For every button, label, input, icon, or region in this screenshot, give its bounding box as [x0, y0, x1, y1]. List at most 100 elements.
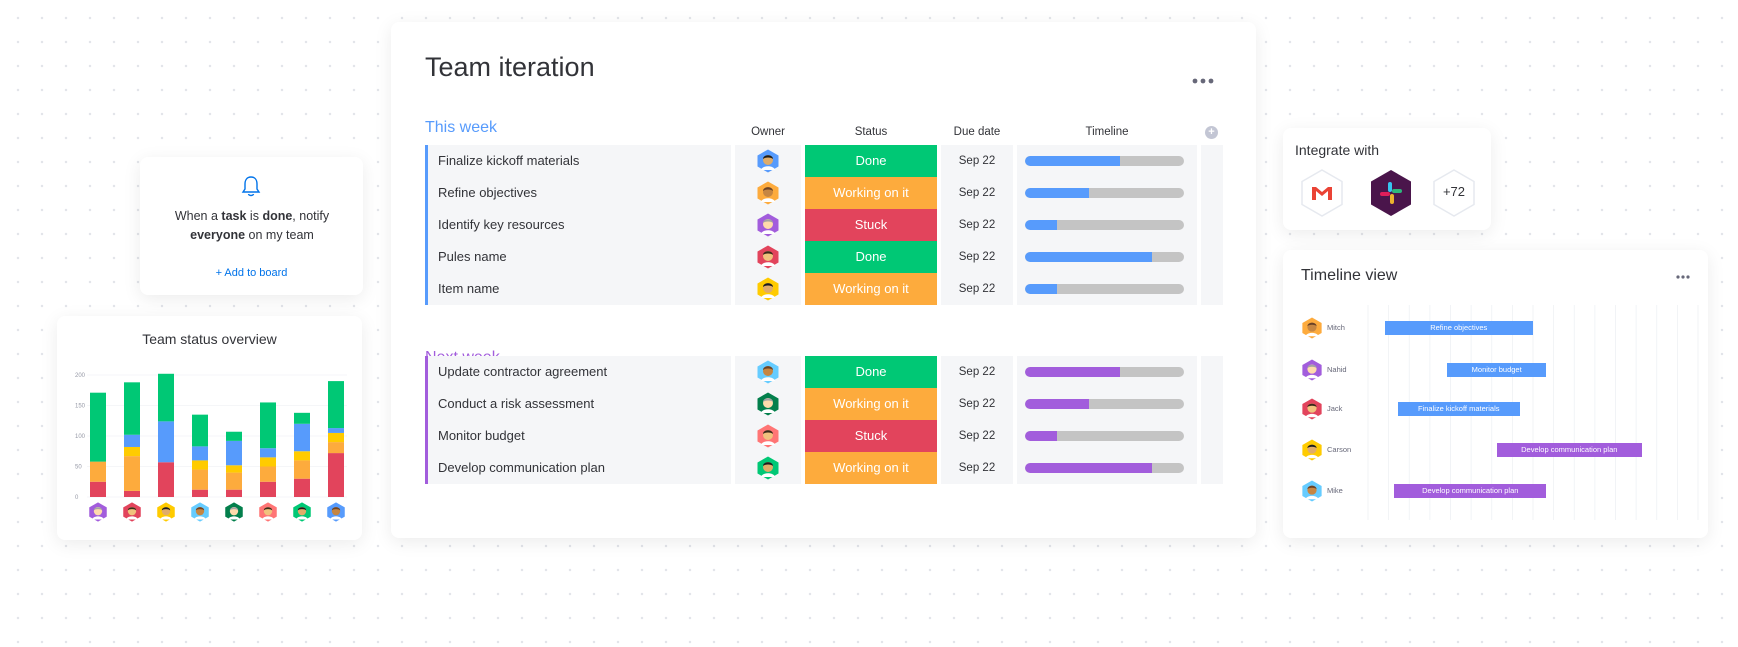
- table-row[interactable]: Update contractor agreement Done Sep 22: [425, 356, 1223, 388]
- gmail-icon[interactable]: [1299, 168, 1345, 218]
- table-row[interactable]: Finalize kickoff materials Done Sep 22: [425, 145, 1223, 177]
- timeline-task-bar[interactable]: Monitor budget: [1447, 363, 1547, 377]
- avatar: [756, 392, 780, 416]
- status-label[interactable]: Stuck: [805, 209, 937, 241]
- bar-segment: [124, 456, 140, 491]
- group-color-bar: [425, 145, 428, 177]
- avatar: [756, 277, 780, 301]
- due-date-cell[interactable]: Sep 22: [941, 241, 1013, 273]
- timeline-task-bar[interactable]: Develop communication plan: [1496, 443, 1642, 457]
- bar-segment: [294, 451, 310, 461]
- due-date-cell[interactable]: Sep 22: [941, 452, 1013, 484]
- more-integrations-badge[interactable]: +72: [1431, 168, 1477, 218]
- owner-cell[interactable]: [735, 356, 801, 388]
- group-color-bar: [425, 273, 428, 305]
- owner-cell[interactable]: [735, 452, 801, 484]
- status-label[interactable]: Working on it: [805, 177, 937, 209]
- avatar: [1301, 398, 1323, 425]
- due-date-cell[interactable]: Sep 22: [941, 356, 1013, 388]
- timeline-fill: [1025, 284, 1057, 294]
- due-date-cell[interactable]: Sep 22: [941, 388, 1013, 420]
- person-name: Mitch: [1327, 323, 1345, 332]
- item-name-cell[interactable]: Update contractor agreement: [425, 356, 731, 388]
- group-color-bar: [425, 356, 428, 388]
- status-label[interactable]: Done: [805, 145, 937, 177]
- bar-segment: [226, 440, 242, 466]
- item-name-cell[interactable]: Finalize kickoff materials: [425, 145, 731, 177]
- status-label[interactable]: Working on it: [805, 452, 937, 484]
- owner-cell[interactable]: [735, 273, 801, 305]
- row-end-cell: [1201, 388, 1223, 420]
- status-label[interactable]: Done: [805, 356, 937, 388]
- table-row[interactable]: Item name Working on it Sep 22: [425, 273, 1223, 305]
- bar-segment: [192, 446, 208, 461]
- row-end-cell: [1201, 241, 1223, 273]
- item-name-cell[interactable]: Pules name: [425, 241, 731, 273]
- table-row[interactable]: Conduct a risk assessment Working on it Se…: [425, 388, 1223, 420]
- timeline-cell[interactable]: [1017, 241, 1197, 273]
- table-row[interactable]: Identify key resources Stuck Sep 22: [425, 209, 1223, 241]
- add-to-board-link[interactable]: + Add to board: [215, 267, 288, 279]
- item-name-cell[interactable]: Refine objectives: [425, 177, 731, 209]
- due-date-cell[interactable]: Sep 22: [941, 420, 1013, 452]
- timeline-cell[interactable]: [1017, 177, 1197, 209]
- table-row[interactable]: Develop communication plan Working on it S…: [425, 452, 1223, 484]
- team-status-title: Team status overview: [142, 331, 277, 347]
- timeline-cell[interactable]: [1017, 273, 1197, 305]
- timeline-fill: [1025, 431, 1057, 441]
- table-row[interactable]: Refine objectives Working on it Sep 22: [425, 177, 1223, 209]
- y-tick-label: 50: [75, 465, 82, 471]
- automation-message: When a task is done, notify everyone on m…: [174, 209, 330, 242]
- owner-cell[interactable]: [735, 145, 801, 177]
- more-options-icon[interactable]: [1675, 274, 1691, 280]
- timeline-cell[interactable]: [1017, 356, 1197, 388]
- item-name-cell[interactable]: Develop communication plan: [425, 452, 731, 484]
- timeline-cell[interactable]: [1017, 420, 1197, 452]
- timeline-cell[interactable]: [1017, 209, 1197, 241]
- item-name: Finalize kickoff materials: [438, 153, 580, 168]
- bar-segment: [260, 466, 276, 482]
- item-name-cell[interactable]: Item name: [425, 273, 731, 305]
- owner-cell[interactable]: [735, 388, 801, 420]
- timeline-fill: [1025, 367, 1121, 377]
- due-date-cell[interactable]: Sep 22: [941, 209, 1013, 241]
- bar-segment: [328, 442, 344, 454]
- timeline-cell[interactable]: [1017, 388, 1197, 420]
- timeline-task-bar[interactable]: Refine objectives: [1384, 321, 1533, 335]
- owner-cell[interactable]: [735, 177, 801, 209]
- avatar: [756, 360, 780, 384]
- group-title-this-week[interactable]: This week: [425, 119, 498, 136]
- timeline-fill: [1025, 188, 1089, 198]
- avatar: [1301, 359, 1323, 386]
- due-date-cell[interactable]: Sep 22: [941, 145, 1013, 177]
- table-row[interactable]: Monitor budget Stuck Sep 22: [425, 420, 1223, 452]
- bar-segment: [328, 432, 344, 443]
- bar-segment: [260, 402, 276, 449]
- add-column-plus-icon[interactable]: +: [1205, 126, 1218, 139]
- due-date-cell[interactable]: Sep 22: [941, 177, 1013, 209]
- item-name-cell[interactable]: Monitor budget: [425, 420, 731, 452]
- timeline-task-bar[interactable]: Finalize kickoff materials: [1397, 402, 1520, 416]
- team-status-chart: 200 150 100 50 0: [75, 373, 347, 522]
- timeline-cell[interactable]: [1017, 145, 1197, 177]
- owner-cell[interactable]: [735, 420, 801, 452]
- due-date-cell[interactable]: Sep 22: [941, 273, 1013, 305]
- status-label[interactable]: Working on it: [805, 388, 937, 420]
- timeline-cell[interactable]: [1017, 452, 1197, 484]
- more-options-icon[interactable]: [1191, 76, 1215, 86]
- timeline-track: [1025, 431, 1184, 441]
- timeline-task-bar[interactable]: Develop communication plan: [1394, 484, 1547, 498]
- bar-segment: [192, 460, 208, 470]
- timeline-fill: [1025, 220, 1057, 230]
- notify-automation-card: When a task is done, notify everyone on m…: [140, 157, 363, 295]
- status-label[interactable]: Working on it: [805, 273, 937, 305]
- status-label[interactable]: Done: [805, 241, 937, 273]
- slack-icon[interactable]: [1368, 168, 1414, 218]
- item-name-cell[interactable]: Conduct a risk assessment: [425, 388, 731, 420]
- owner-cell[interactable]: [735, 241, 801, 273]
- status-label[interactable]: Stuck: [805, 420, 937, 452]
- bell-icon: [241, 176, 261, 197]
- item-name-cell[interactable]: Identify key resources: [425, 209, 731, 241]
- owner-cell[interactable]: [735, 209, 801, 241]
- table-row[interactable]: Pules name Done Sep 22: [425, 241, 1223, 273]
